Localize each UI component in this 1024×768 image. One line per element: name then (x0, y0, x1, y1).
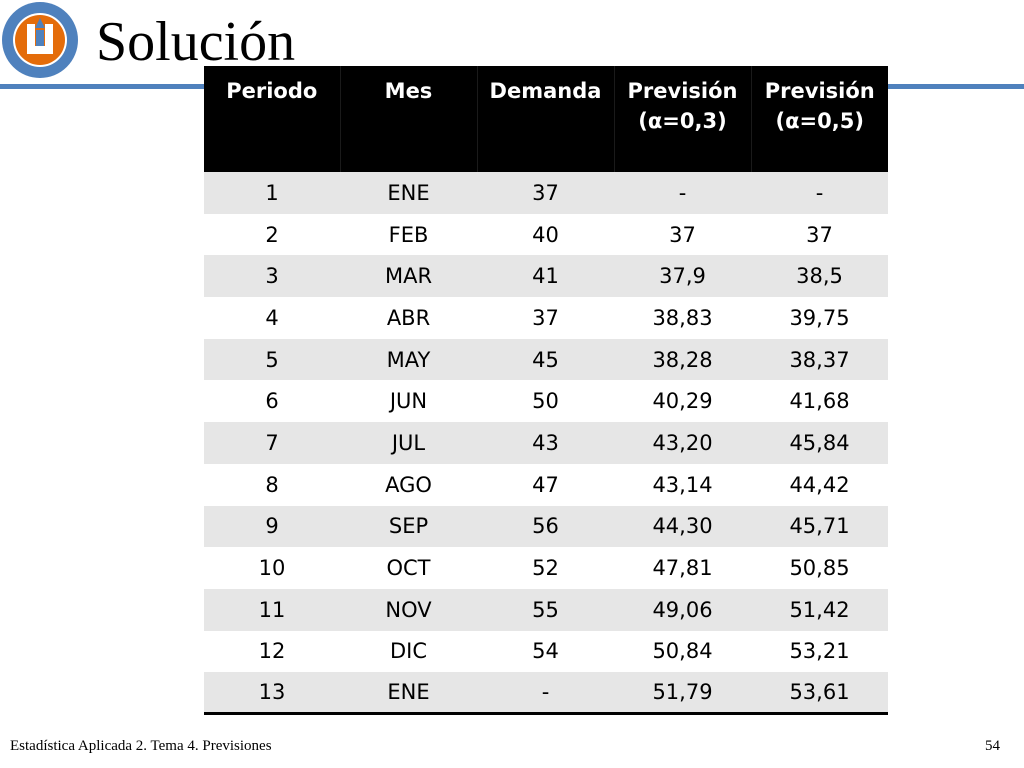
cell-mes: ENE (340, 172, 477, 214)
table-row: 4 ABR 37 38,83 39,75 (204, 297, 888, 339)
cell-periodo: 8 (204, 463, 340, 506)
cell-prevision-03: 47,81 (614, 547, 751, 589)
cell-periodo: 3 (204, 255, 340, 298)
cell-mes: DIC (340, 630, 477, 673)
cell-prevision-05: 44,42 (751, 463, 888, 506)
cell-mes: FEB (340, 213, 477, 256)
cell-mes: ENE (340, 672, 477, 716)
cell-demanda: 40 (477, 213, 614, 256)
footer-course-label: Estadística Aplicada 2. Tema 4. Previsio… (10, 738, 272, 754)
cell-prevision-05: 45,84 (751, 422, 888, 464)
header-mes: Mes (340, 66, 478, 172)
cell-demanda: 37 (477, 172, 614, 214)
cell-prevision-03: 51,79 (614, 672, 751, 716)
cell-periodo: 10 (204, 547, 340, 589)
header-prevision-alpha-03: Previsión (α=0,3) (614, 66, 752, 172)
table-row: 11 NOV 55 49,06 51,42 (204, 588, 888, 631)
header-periodo: Periodo (204, 66, 341, 172)
cell-periodo: 12 (204, 630, 340, 673)
cell-prevision-05: 51,42 (751, 588, 888, 631)
cell-demanda: - (477, 672, 614, 716)
table-row: 10 OCT 52 47,81 50,85 (204, 547, 888, 589)
header-label: Previsión (627, 79, 738, 103)
table-body: 1 ENE 37 - - 2 FEB 40 37 37 3 MAR 41 37,… (204, 172, 888, 716)
cell-prevision-03: - (614, 172, 751, 214)
cell-mes: SEP (340, 505, 477, 548)
cell-demanda: 43 (477, 422, 614, 464)
cell-demanda: 45 (477, 338, 614, 381)
table-row: 3 MAR 41 37,9 38,5 (204, 255, 888, 298)
cell-prevision-03: 43,14 (614, 463, 751, 506)
cell-periodo: 11 (204, 588, 340, 631)
cell-prevision-03: 38,28 (614, 338, 751, 381)
cell-demanda: 50 (477, 380, 614, 423)
header-demanda: Demanda (477, 66, 615, 172)
slide-title: Solución (96, 11, 296, 73)
table-row: 5 MAY 45 38,28 38,37 (204, 338, 888, 381)
cell-prevision-05: 50,85 (751, 547, 888, 589)
table-header-row: Periodo Mes Demanda Previsión (α=0,3) Pr… (204, 66, 888, 172)
cell-demanda: 56 (477, 505, 614, 548)
cell-prevision-05: - (751, 172, 888, 214)
cell-demanda: 54 (477, 630, 614, 673)
cell-prevision-03: 43,20 (614, 422, 751, 464)
cell-periodo: 9 (204, 505, 340, 548)
forecast-table-container: Periodo Mes Demanda Previsión (α=0,3) Pr… (204, 66, 888, 716)
cell-demanda: 47 (477, 463, 614, 506)
cell-mes: ABR (340, 297, 477, 339)
cell-mes: OCT (340, 547, 477, 589)
table-row: 12 DIC 54 50,84 53,21 (204, 630, 888, 673)
cell-periodo: 5 (204, 338, 340, 381)
cell-prevision-03: 37 (614, 213, 751, 256)
cell-prevision-05: 53,21 (751, 630, 888, 673)
cell-periodo: 6 (204, 380, 340, 423)
header-sublabel: (α=0,5) (775, 109, 864, 133)
cell-mes: MAY (340, 338, 477, 381)
cell-periodo: 7 (204, 422, 340, 464)
cell-demanda: 37 (477, 297, 614, 339)
cell-prevision-03: 49,06 (614, 588, 751, 631)
header-sublabel: (α=0,3) (638, 109, 727, 133)
cell-mes: JUN (340, 380, 477, 423)
cell-prevision-03: 40,29 (614, 380, 751, 423)
cell-prevision-05: 53,61 (751, 672, 888, 716)
cell-prevision-05: 38,5 (751, 255, 888, 298)
cell-mes: AGO (340, 463, 477, 506)
cell-demanda: 55 (477, 588, 614, 631)
table-row: 2 FEB 40 37 37 (204, 213, 888, 256)
table-row: 9 SEP 56 44,30 45,71 (204, 505, 888, 548)
university-seal-icon (2, 2, 78, 78)
header-label: Previsión (764, 79, 875, 103)
university-logo (0, 0, 80, 80)
cell-mes: JUL (340, 422, 477, 464)
table-row: 7 JUL 43 43,20 45,84 (204, 422, 888, 464)
cell-periodo: 1 (204, 172, 340, 214)
cell-prevision-03: 37,9 (614, 255, 751, 298)
cell-prevision-03: 44,30 (614, 505, 751, 548)
cell-prevision-05: 45,71 (751, 505, 888, 548)
table-row: 1 ENE 37 - - (204, 172, 888, 214)
forecast-table: Periodo Mes Demanda Previsión (α=0,3) Pr… (204, 66, 888, 716)
cell-mes: MAR (340, 255, 477, 298)
cell-prevision-03: 50,84 (614, 630, 751, 673)
table-row: 8 AGO 47 43,14 44,42 (204, 463, 888, 506)
table-row: 13 ENE - 51,79 53,61 (204, 672, 888, 716)
table-row: 6 JUN 50 40,29 41,68 (204, 380, 888, 423)
cell-prevision-05: 37 (751, 213, 888, 256)
cell-mes: NOV (340, 588, 477, 631)
cell-prevision-05: 41,68 (751, 380, 888, 423)
cell-demanda: 41 (477, 255, 614, 298)
cell-prevision-05: 38,37 (751, 338, 888, 381)
cell-prevision-05: 39,75 (751, 297, 888, 339)
cell-periodo: 4 (204, 297, 340, 339)
cell-periodo: 13 (204, 672, 340, 716)
header-label: Demanda (489, 79, 602, 103)
header-label: Periodo (226, 79, 318, 103)
cell-prevision-03: 38,83 (614, 297, 751, 339)
header-prevision-alpha-05: Previsión (α=0,5) (751, 66, 888, 172)
page-number: 54 (985, 738, 1000, 754)
cell-periodo: 2 (204, 213, 340, 256)
header-label: Mes (384, 79, 433, 103)
cell-demanda: 52 (477, 547, 614, 589)
